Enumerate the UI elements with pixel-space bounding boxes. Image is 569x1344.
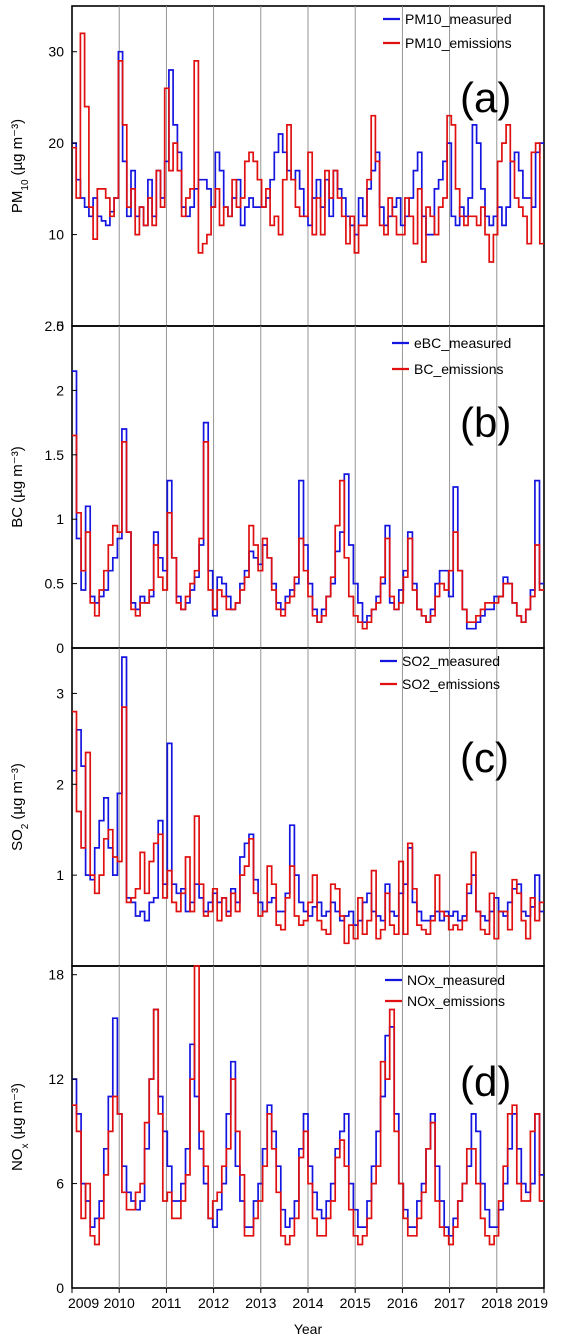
panel-c-ytick-label: 3 [56,685,64,701]
panel-c-series [72,656,544,945]
series-line-pm10-emissions [72,32,544,263]
panel-d-grid [118,966,498,1288]
panel-d-ylabel: NOx(µg m⁻³) [9,1083,31,1171]
panel-c-legend: SO2_measured SO2_emissions [380,653,500,692]
legend-label-nox-measured: NOx_measured [407,972,505,988]
panel-a-ylabel: PM10(µg m⁻³) [9,119,31,213]
series-line-bc-emissions [72,434,544,630]
x-tick-label-2019: 2019 [517,1295,548,1311]
panel-c-ytick-label: 1 [56,867,64,883]
panel-d-series [72,965,544,1246]
legend-label-pm10-measured: PM10_measured [405,11,512,27]
panel-b-ytick-label: 1 [56,511,64,527]
panel-c-ylabel: SO2(µg m⁻³) [9,763,31,851]
panel-b-grid [118,326,498,648]
panel-b-ytick-label: 2.5 [45,318,65,334]
panel-d-ytick-label: 0 [56,1280,64,1296]
x-tick-label-2010: 2010 [104,1295,135,1311]
panel-b-ytick-label: 0.5 [45,576,65,592]
x-tick-label-2011: 2011 [151,1295,181,1311]
series-line-nox-emissions [72,965,544,1246]
x-tick-label-2009: 2009 [68,1295,99,1311]
panel-b-bc: 0 0.5 1 1.5 2 2.5 BC(µg m⁻³) eBC_measured BC_… [9,318,545,656]
panel-b-legend: eBC_measured BC_emissions [392,335,511,377]
panel-a-ytick-label: 30 [48,44,64,60]
x-axis-label: Year [294,1321,323,1337]
panel-b-series [72,370,544,630]
series-line-pm10-measured [72,50,544,236]
panel-c-letter: (c) [460,734,509,781]
panel-a-pm10: 0 10 20 30 PM10(µg m⁻³) PM10_measured PM10_… [9,5,545,334]
legend-label-nox-emissions: NOx_emissions [407,993,505,1009]
panel-b-ylabel: BC(µg m⁻³) [9,446,26,527]
legend-label-bc-emissions: BC_emissions [414,361,503,377]
panel-a-legend: PM10_measured PM10_emissions [383,11,512,51]
legend-label-pm10-emissions: PM10_emissions [405,35,512,51]
panel-a-series [72,32,544,263]
panel-b-ytick-label: 2 [56,382,64,398]
x-tick-label-2017: 2017 [434,1295,465,1311]
panel-d-legend: NOx_measured NOx_emissions [385,972,505,1009]
panel-a-ytick-label: 0 [56,318,64,334]
panel-b-yticks: 0 0.5 1 1.5 2 2.5 [45,318,77,656]
panel-d-ytick-label: 12 [48,1071,64,1087]
panel-b-ytick-label: 1.5 [45,447,65,463]
x-tick-label-2013: 2013 [245,1295,276,1311]
panel-a-letter: (a) [460,74,511,121]
panel-b-letter: (b) [460,399,511,446]
panel-c-yticks: 1 2 3 [56,685,77,883]
x-tick-label-2016: 2016 [387,1295,418,1311]
x-tick-label-2018: 2018 [481,1295,512,1311]
panel-a-ytick-label: 20 [48,135,64,151]
panel-c-ytick-label: 2 [56,776,64,792]
panel-d-yticks: 0 6 12 18 [48,967,77,1296]
x-axis: 2009 2010 2011 2012 2013 2014 2015 2016 2017 2018… [68,1288,548,1311]
x-tick-label-2015: 2015 [340,1295,371,1311]
panel-b-ytick-label: 0 [56,640,64,656]
panel-d-ytick-label: 18 [48,967,64,983]
panel-d-nox: 0 6 12 18 NOx(µg m⁻³) NOx_measured NOx_emis… [9,965,545,1296]
panel-c-so2: 1 2 3 SO2(µg m⁻³) SO2_measured SO2_emissio… [9,647,545,967]
series-line-so2-emissions [72,706,544,945]
panel-d-ytick-label: 6 [56,1176,64,1192]
x-tick-label-2012: 2012 [198,1295,229,1311]
legend-label-ebc-measured: eBC_measured [414,335,511,351]
x-tick-label-2014: 2014 [292,1295,323,1311]
legend-label-so2-measured: SO2_measured [402,653,500,669]
panel-a-ytick-label: 10 [48,227,64,243]
panel-d-letter: (d) [460,1058,511,1105]
legend-label-so2-emissions: SO2_emissions [402,676,500,692]
